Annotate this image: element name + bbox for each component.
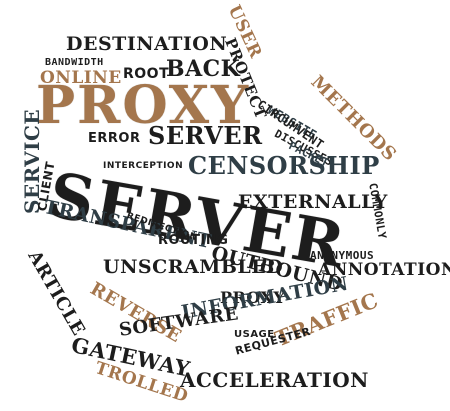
word-censorship: CENSORSHIP	[188, 151, 380, 180]
word-annotation: ANNOTATION	[318, 260, 450, 280]
word-anonymous: ANONYMOUS	[310, 249, 375, 262]
word-online: ONLINE	[40, 68, 122, 88]
word-root: ROOT	[123, 66, 170, 82]
word-unscrambled: UNSCRAMBLED	[103, 256, 284, 278]
word-proxy-small: PROXY	[220, 288, 286, 307]
word-usage: USAGE	[234, 329, 275, 340]
word-interception: INTERCEPTION	[103, 161, 184, 171]
word-routing: ROUTING	[158, 233, 229, 248]
word-error: ERROR	[88, 131, 141, 146]
word-acceleration: ACCELERATION	[180, 368, 369, 392]
word-proxy-large: PROXY	[36, 75, 251, 136]
word-externally: EXTERNALLY	[238, 191, 388, 213]
word-bandwidth: BANDWIDTH	[45, 57, 104, 68]
word-article: ARTICLE	[23, 247, 90, 340]
word-destination: DESTINATION	[66, 33, 228, 55]
word-back: BACK	[166, 56, 241, 82]
word-server-medium: SERVER	[148, 121, 263, 150]
